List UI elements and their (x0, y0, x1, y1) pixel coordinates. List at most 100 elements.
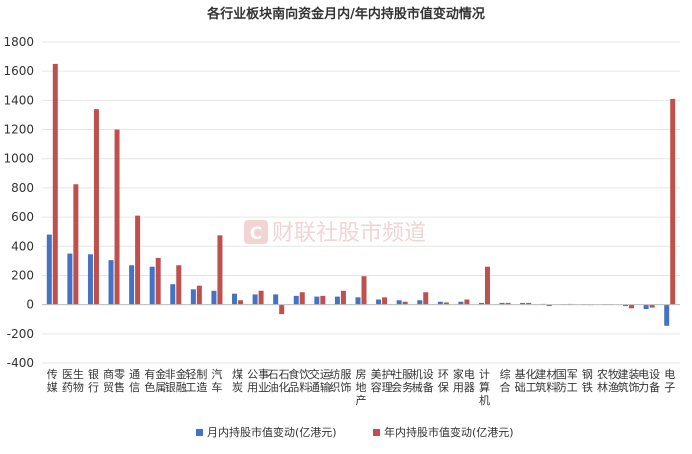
x-category-label: 计算机 (479, 368, 490, 407)
svg-text:务: 务 (402, 381, 413, 394)
bar-monthly (293, 295, 299, 305)
bar-ytd (196, 285, 202, 305)
svg-text:地: 地 (356, 381, 367, 394)
bar-monthly (314, 296, 320, 305)
svg-text:护: 护 (382, 367, 393, 381)
svg-text:有: 有 (144, 367, 155, 381)
bar-monthly (129, 265, 135, 305)
svg-text:品: 品 (288, 381, 299, 394)
bar-monthly (211, 290, 217, 305)
svg-text:械: 械 (412, 380, 423, 394)
svg-text:输: 输 (320, 380, 331, 394)
bar-ytd (546, 304, 552, 307)
x-category-label: 传媒 (47, 368, 58, 394)
bar-monthly (478, 302, 484, 305)
svg-text:电: 电 (464, 368, 475, 381)
svg-text:石: 石 (268, 368, 279, 381)
bar-ytd (320, 295, 326, 305)
svg-text:石: 石 (279, 368, 290, 381)
svg-text:牧: 牧 (608, 367, 619, 381)
bar-monthly (376, 299, 382, 305)
svg-text:子: 子 (664, 381, 675, 394)
svg-text:生: 生 (73, 367, 84, 381)
legend-swatch (196, 429, 203, 436)
y-tick-label: 1800 (3, 35, 34, 49)
svg-text:行: 行 (88, 381, 99, 394)
svg-text:家: 家 (453, 367, 464, 381)
bar-ytd (114, 129, 120, 305)
svg-text:国: 国 (556, 368, 567, 381)
bar-monthly (355, 297, 361, 305)
bar-ytd (340, 290, 346, 305)
y-axis: -400 -200 0 200 400 600 800 1000 1200 1400 1600 180… (3, 35, 34, 370)
svg-text:制: 制 (196, 368, 207, 381)
svg-text:轻: 轻 (185, 367, 196, 381)
svg-text:贸: 贸 (103, 381, 114, 394)
svg-text:织: 织 (329, 381, 340, 394)
svg-text:工: 工 (567, 381, 578, 394)
svg-text:商: 商 (103, 367, 114, 381)
y-gridlines (42, 41, 680, 364)
svg-text:物: 物 (73, 380, 84, 394)
y-tick-label: 600 (11, 210, 34, 224)
bar-ytd (238, 300, 244, 305)
svg-text:零: 零 (114, 368, 125, 381)
bar-ytd (217, 235, 223, 305)
svg-text:备: 备 (649, 380, 660, 394)
svg-text:金: 金 (176, 367, 187, 381)
bar-monthly (499, 302, 505, 305)
bar-monthly (334, 296, 340, 305)
svg-text:运: 运 (320, 368, 331, 381)
y-tick-label: -400 (7, 356, 34, 370)
bar-monthly (67, 253, 73, 305)
svg-text:用: 用 (247, 381, 258, 394)
svg-text:社: 社 (391, 367, 402, 381)
bar-monthly (87, 254, 93, 305)
svg-text:化: 化 (279, 380, 290, 394)
svg-text:银: 银 (165, 380, 176, 394)
svg-text:器: 器 (464, 381, 475, 394)
svg-text:金: 金 (155, 367, 166, 381)
svg-text:纺: 纺 (329, 367, 340, 381)
bar-ytd (505, 302, 511, 305)
svg-text:饰: 饰 (629, 380, 640, 394)
svg-text:用: 用 (453, 381, 464, 394)
svg-text:美: 美 (371, 368, 382, 381)
svg-text:信: 信 (129, 381, 140, 394)
bar-ytd (402, 301, 408, 305)
svg-text:工: 工 (526, 381, 537, 394)
y-tick-label: 400 (11, 239, 34, 253)
svg-text:力: 力 (638, 381, 649, 394)
svg-text:设: 设 (423, 368, 434, 381)
bar-monthly (396, 300, 402, 305)
y-tick-label: 1600 (3, 64, 34, 78)
x-category-label: 通信 (129, 368, 140, 394)
svg-text:础: 础 (515, 381, 526, 394)
legend-swatch (373, 429, 380, 436)
svg-text:钢: 钢 (582, 368, 593, 381)
svg-text:铁: 铁 (582, 381, 593, 394)
bar-monthly (252, 294, 258, 305)
svg-text:汽: 汽 (211, 367, 222, 381)
bar-ytd (73, 184, 79, 305)
svg-text:炭: 炭 (232, 381, 243, 394)
svg-text:工: 工 (185, 381, 196, 394)
svg-text:化: 化 (526, 367, 537, 381)
svg-text:容: 容 (371, 380, 382, 394)
svg-text:服: 服 (402, 368, 413, 381)
legend-label: 月内持股市值变动(亿港元) (207, 425, 337, 439)
svg-text:油: 油 (268, 380, 279, 394)
svg-text:基: 基 (515, 368, 526, 381)
bar-ytd (176, 265, 182, 305)
